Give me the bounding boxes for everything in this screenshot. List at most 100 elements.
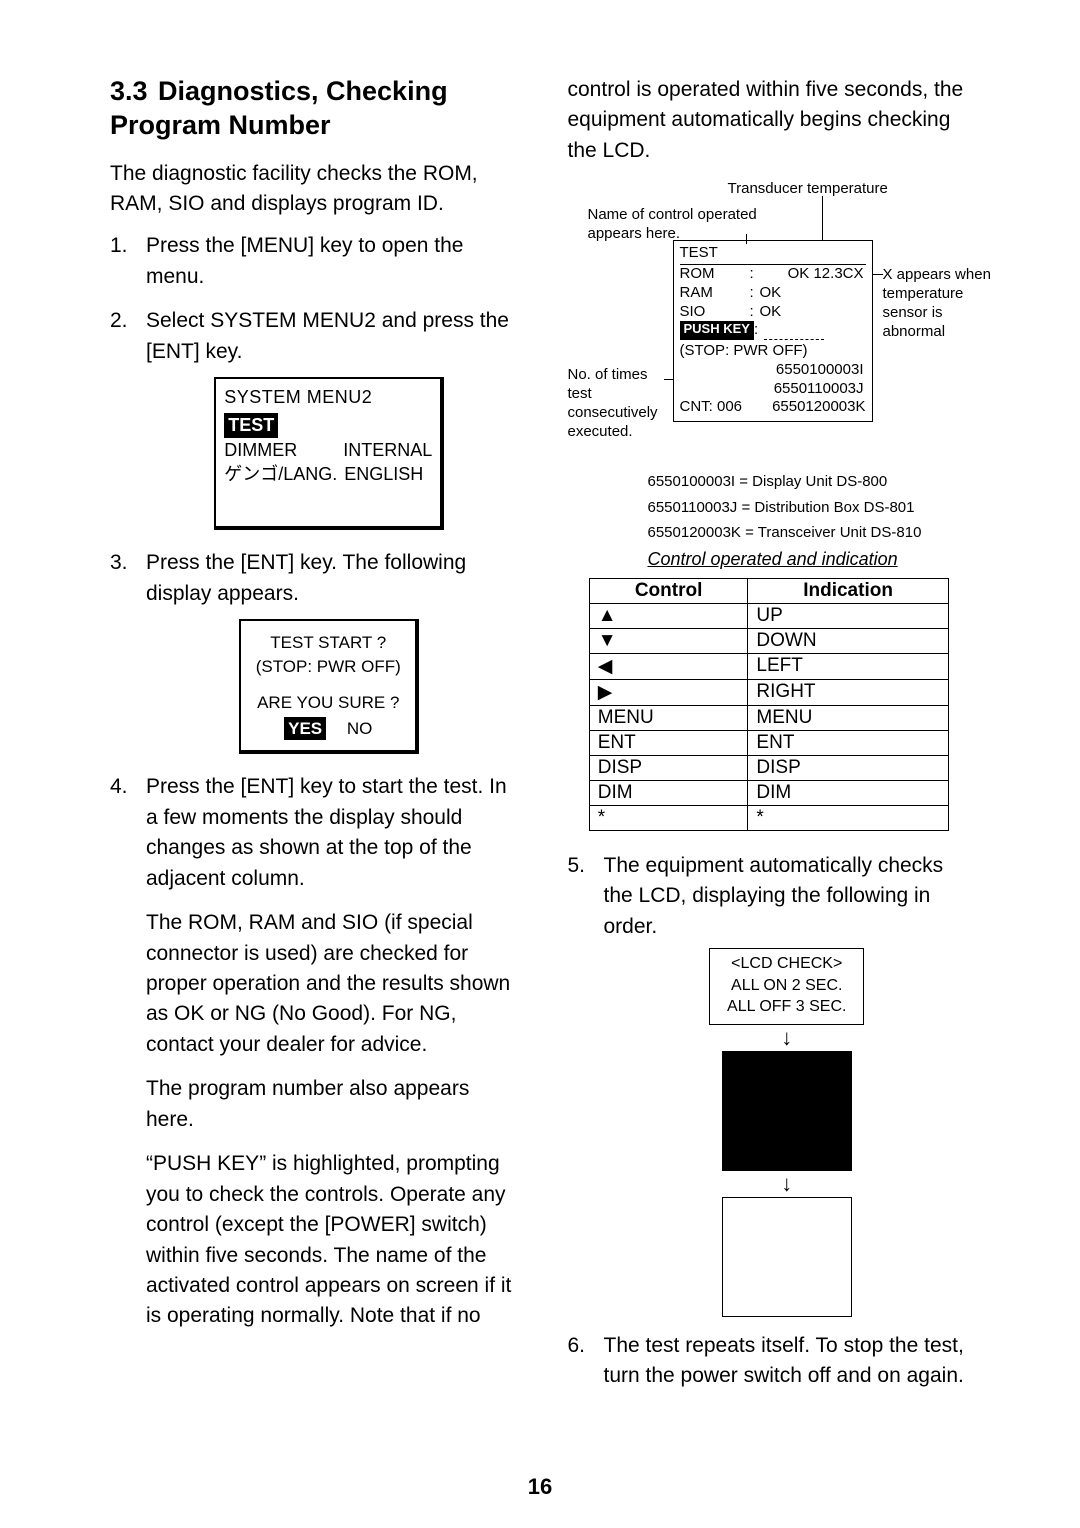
down-arrow-icon: ↓ bbox=[781, 1173, 792, 1195]
box-dash bbox=[764, 321, 824, 340]
fig2-l3: ARE YOU SURE ? bbox=[249, 691, 407, 715]
table-row: ▶RIGHT bbox=[589, 679, 948, 705]
table-row: ** bbox=[589, 805, 948, 830]
lcd-check-box: <LCD CHECK> ALL ON 2 SEC. ALL OFF 3 SEC. bbox=[709, 948, 864, 1025]
down-arrow-icon: ↓ bbox=[781, 1027, 792, 1049]
fig2-yes: YES bbox=[284, 717, 326, 741]
box-test: TEST bbox=[680, 243, 866, 265]
fig1-lang-v: ENGLISH bbox=[344, 462, 423, 486]
control-indication-table: ControlIndication ▲UP ▼DOWN ◀LEFT ▶RIGHT… bbox=[589, 578, 949, 831]
box-id2: 6550110003J bbox=[680, 380, 866, 399]
step-4: 4. Press the [ENT] key to start the test… bbox=[110, 772, 513, 1331]
step4-p3: The program number also appears here. bbox=[146, 1074, 513, 1135]
step-2: 2. Select SYSTEM MENU2 and press the [EN… bbox=[110, 306, 513, 530]
fig1-test: TEST bbox=[224, 413, 278, 437]
cell-control: ▶ bbox=[589, 679, 748, 705]
system-menu2-fig: SYSTEM MENU2 TEST DIMMERINTERNAL ゲンゴ/LAN… bbox=[214, 377, 444, 530]
lcd-black-box bbox=[722, 1051, 852, 1171]
step-no: 2. bbox=[110, 306, 128, 336]
table-row: MENUMENU bbox=[589, 705, 948, 730]
intro-text: The diagnostic facility checks the ROM, … bbox=[110, 159, 513, 220]
fig1-title: SYSTEM MENU2 bbox=[224, 385, 432, 409]
table-row: ▲UP bbox=[589, 603, 948, 628]
cell-control: ENT bbox=[589, 730, 748, 755]
lcd-check-diagram: <LCD CHECK> ALL ON 2 SEC. ALL OFF 3 SEC.… bbox=[604, 948, 971, 1317]
th-indication: Indication bbox=[748, 578, 948, 603]
box-sio-v: OK bbox=[760, 303, 866, 322]
table-row: ◀LEFT bbox=[589, 653, 948, 679]
cell-indication: ENT bbox=[748, 730, 948, 755]
step-text: Press the [ENT] key. The following displ… bbox=[146, 551, 466, 604]
box-stop: (STOP: PWR OFF) bbox=[680, 342, 866, 361]
diag-box: TEST ROM:OK 12.3CX RAM:OK SIO:OK PUSH KE… bbox=[673, 240, 873, 422]
cell-indication: RIGHT bbox=[748, 679, 948, 705]
step-1: 1. Press the [MENU] key to open the menu… bbox=[110, 231, 513, 292]
step-no: 5. bbox=[568, 851, 586, 881]
step-text: Press the [MENU] key to open the menu. bbox=[146, 234, 463, 287]
right-column: control is operated within five seconds,… bbox=[568, 75, 971, 1406]
box-rom-v: OK 12.3CX bbox=[760, 265, 866, 284]
fig1-dimmer-k: DIMMER bbox=[224, 438, 343, 462]
cell-control: ▲ bbox=[589, 603, 748, 628]
step-text: The equipment automatically checks the L… bbox=[604, 854, 944, 938]
cell-indication: MENU bbox=[748, 705, 948, 730]
cell-indication: DISP bbox=[748, 755, 948, 780]
box-ram-k: RAM bbox=[680, 284, 750, 303]
diag-line bbox=[873, 274, 883, 275]
lcd-white-box bbox=[722, 1197, 852, 1317]
page-number: 16 bbox=[0, 1474, 1080, 1500]
step-no: 3. bbox=[110, 548, 128, 578]
table-row: DIMDIM bbox=[589, 780, 948, 805]
box-sio-k: SIO bbox=[680, 303, 750, 322]
step-no: 1. bbox=[110, 231, 128, 261]
cell-indication: DIM bbox=[748, 780, 948, 805]
diag-side-right: X appears when temperature sensor is abn… bbox=[883, 266, 993, 341]
right-cont: control is operated within five seconds,… bbox=[568, 75, 971, 166]
cell-control: ▼ bbox=[589, 628, 748, 653]
box-id1: 6550100003I bbox=[680, 361, 866, 380]
box-rom-k: ROM bbox=[680, 265, 750, 284]
legend-1: 6550100003I = Display Unit DS-800 bbox=[648, 472, 971, 492]
legend-2: 6550110003J = Distribution Box DS-801 bbox=[648, 498, 971, 518]
step4-p1: Press the [ENT] key to start the test. I… bbox=[146, 775, 507, 889]
fig2-l1: TEST START ? bbox=[249, 631, 407, 655]
step-no: 6. bbox=[568, 1331, 586, 1361]
box-ram-v: OK bbox=[760, 284, 866, 303]
cell-indication: * bbox=[748, 805, 948, 830]
cell-control: ◀ bbox=[589, 653, 748, 679]
heading-title: Diagnostics, Checking Program Number bbox=[110, 76, 448, 140]
step4-p2: The ROM, RAM and SIO (if special connect… bbox=[146, 908, 513, 1060]
diag-toplabel: Transducer temperature bbox=[728, 180, 888, 199]
lcd-l3: ALL OFF 3 SEC. bbox=[712, 996, 861, 1018]
fig2-no: NO bbox=[347, 719, 373, 738]
step-text: The test repeats itself. To stop the tes… bbox=[604, 1334, 964, 1387]
diag-side-left: No. of times test consecutively executed… bbox=[568, 366, 676, 441]
box-cnt: CNT: 006 bbox=[680, 398, 773, 417]
step-5: 5. The equipment automatically checks th… bbox=[568, 851, 971, 1317]
th-control: Control bbox=[589, 578, 748, 603]
cell-indication: DOWN bbox=[748, 628, 948, 653]
step-text: Select SYSTEM MENU2 and press the [ENT] … bbox=[146, 309, 509, 362]
step4-p4: “PUSH KEY” is highlighted, prompting you… bbox=[146, 1149, 513, 1332]
diag-nameof: Name of control operated appears here. bbox=[588, 206, 778, 244]
cell-indication: UP bbox=[748, 603, 948, 628]
step-no: 4. bbox=[110, 772, 128, 802]
legend-caption: Control operated and indication bbox=[648, 549, 971, 570]
cell-control: DIM bbox=[589, 780, 748, 805]
cell-indication: LEFT bbox=[748, 653, 948, 679]
box-id3: 6550120003K bbox=[772, 398, 865, 417]
test-diagram: Transducer temperature Name of control o… bbox=[568, 178, 971, 468]
step-3: 3. Press the [ENT] key. The following di… bbox=[110, 548, 513, 754]
heading-num: 3.3 bbox=[110, 75, 158, 109]
left-column: 3.3Diagnostics, Checking Program Number … bbox=[110, 75, 513, 1406]
legend-3: 6550120003K = Transceiver Unit DS-810 bbox=[648, 523, 971, 543]
fig2-l2: (STOP: PWR OFF) bbox=[249, 655, 407, 679]
lcd-l1: <LCD CHECK> bbox=[712, 953, 861, 975]
cell-control: DISP bbox=[589, 755, 748, 780]
table-row: DISPDISP bbox=[589, 755, 948, 780]
fig1-dimmer-v: INTERNAL bbox=[343, 438, 432, 462]
cell-control: * bbox=[589, 805, 748, 830]
fig1-lang-k: ゲンゴ/LANG. bbox=[224, 462, 344, 486]
cell-control: MENU bbox=[589, 705, 748, 730]
table-row: ▼DOWN bbox=[589, 628, 948, 653]
